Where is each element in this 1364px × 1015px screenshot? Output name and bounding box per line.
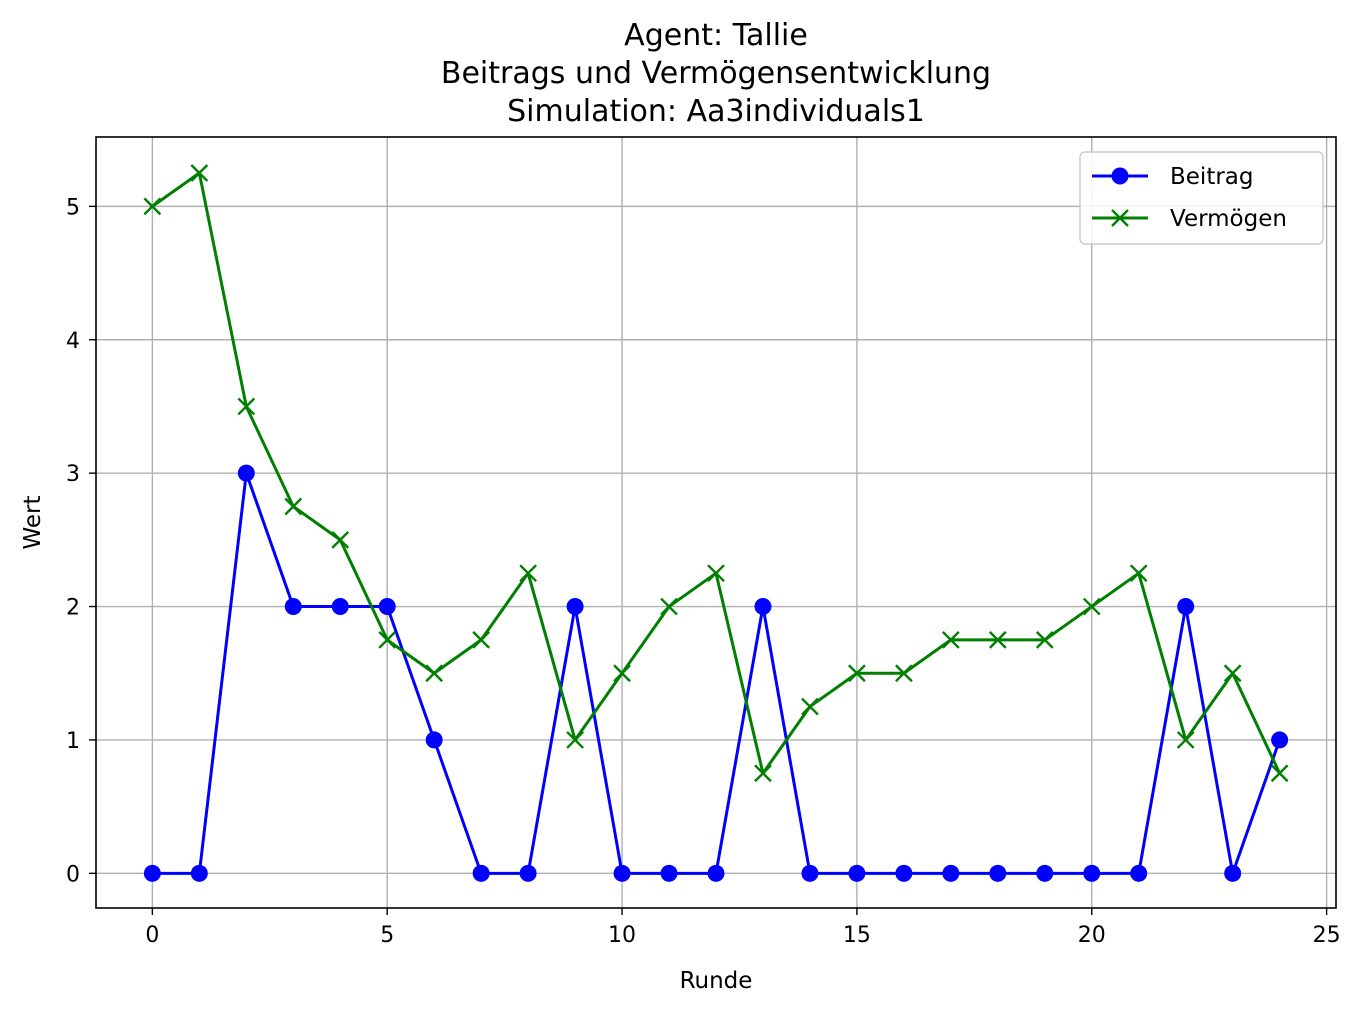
data-point: [519, 564, 537, 583]
x-tick-label: 20: [1078, 923, 1106, 948]
data-point: [1082, 597, 1101, 616]
y-tick-label: 1: [66, 729, 80, 754]
data-point: [1130, 864, 1148, 882]
data-point: [1223, 664, 1242, 683]
data-point: [472, 631, 491, 649]
x-tick-label: 10: [608, 923, 636, 948]
data-point: [331, 530, 350, 549]
data-point: [237, 397, 256, 416]
data-point: [754, 598, 772, 616]
data-point: [848, 664, 866, 683]
y-axis-label: Wert: [20, 495, 46, 549]
series-area: [143, 164, 1289, 882]
data-point: [143, 197, 162, 216]
title-line-2: Beitrags und Vermögensentwicklung: [441, 56, 991, 91]
data-point: [989, 864, 1007, 882]
legend-label: Beitrag: [1170, 164, 1254, 190]
data-point: [190, 164, 209, 182]
data-point: [1176, 731, 1195, 749]
y-tick-label: 0: [66, 862, 80, 887]
legend-label: Vermögen: [1170, 206, 1287, 232]
data-point: [1271, 731, 1289, 749]
data-point: [425, 664, 444, 683]
x-tick-label: 15: [843, 923, 871, 948]
data-point: [378, 631, 397, 649]
data-point: [566, 731, 584, 749]
x-axis-label: Runde: [680, 968, 753, 994]
data-point: [566, 598, 584, 616]
data-point: [378, 598, 396, 616]
y-tick-label: 3: [66, 462, 80, 487]
data-point: [519, 864, 537, 882]
data-point: [660, 597, 678, 616]
x-tick-label: 5: [380, 923, 394, 948]
plot-frame: [95, 136, 1337, 909]
data-point: [237, 464, 255, 482]
data-point: [707, 564, 725, 583]
data-point: [1224, 864, 1242, 882]
legend-marker: [1111, 209, 1129, 227]
data-point: [331, 598, 349, 616]
data-point: [942, 631, 960, 649]
series-line: [152, 471, 1282, 875]
grid: [96, 137, 1336, 908]
y-tick-label: 5: [66, 195, 80, 220]
data-point: [472, 864, 490, 882]
data-point: [801, 864, 819, 882]
data-point: [988, 631, 1007, 649]
legend-item-vermögen: Vermögen: [1092, 206, 1287, 232]
data-point: [1270, 764, 1289, 783]
y-tick-label: 2: [66, 596, 80, 621]
data-point: [895, 664, 913, 683]
data-point: [143, 864, 161, 882]
data-point: [801, 697, 819, 716]
data-point: [848, 864, 866, 882]
data-point: [1177, 598, 1195, 616]
data-point: [1035, 631, 1054, 649]
data-point: [284, 497, 303, 516]
x-axis-ticks: 0 5 10 15 20 25: [145, 908, 1341, 948]
data-point: [1129, 564, 1148, 583]
legend-item-beitrag: Beitrag: [1092, 164, 1254, 190]
series-beitrag: [143, 464, 1289, 882]
data-point: [190, 864, 208, 882]
x-tick-label: 0: [145, 923, 159, 948]
y-tick-label: 4: [66, 329, 80, 354]
legend-marker: [1111, 167, 1129, 185]
data-point: [1036, 864, 1054, 882]
data-point: [942, 864, 960, 882]
data-point: [425, 731, 443, 749]
data-point: [284, 598, 302, 616]
data-point: [895, 864, 913, 882]
data-point: [613, 864, 631, 882]
data-point: [754, 764, 772, 783]
data-point: [613, 664, 631, 683]
legend: Beitrag Vermögen: [1079, 151, 1324, 245]
data-point: [1083, 864, 1101, 882]
series-vermögen: [143, 164, 1289, 783]
title-line-1: Agent: Tallie: [624, 18, 808, 53]
title-line-3: Simulation: Aa3individuals1: [507, 94, 925, 129]
data-point: [660, 864, 678, 882]
y-axis-ticks: 0 1 2 3 4 5: [66, 195, 96, 887]
data-point: [707, 864, 725, 882]
x-tick-label: 25: [1313, 923, 1341, 948]
